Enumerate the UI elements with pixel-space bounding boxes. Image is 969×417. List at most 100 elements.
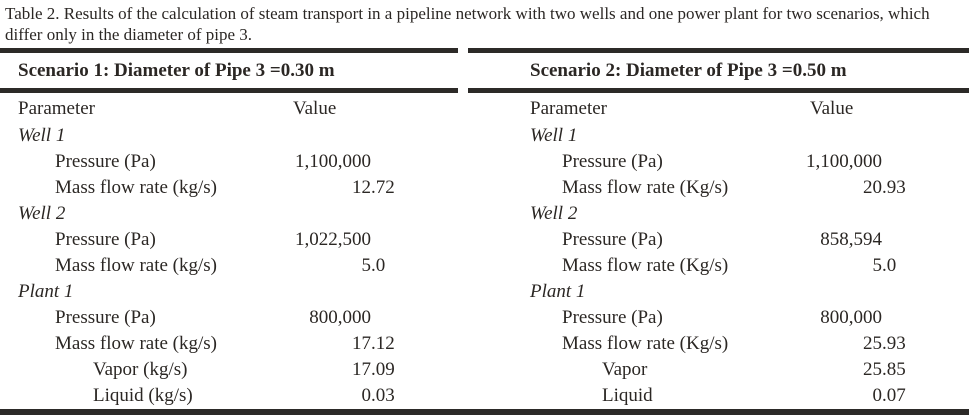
value-integer-part	[756, 123, 882, 149]
table-row: Pressure (Pa) 1,022,500	[0, 227, 458, 253]
value-integer-part: 25	[863, 333, 882, 354]
value-integer-part: 12	[352, 177, 371, 198]
parameter-label: Pressure (Pa)	[562, 307, 663, 328]
value-integer-part: 25	[863, 359, 882, 380]
table-row: Pressure (Pa) 1,100,000	[468, 149, 969, 175]
parameter-label: Liquid (kg/s)	[93, 385, 193, 406]
table-row: Vapor 25 .85	[468, 357, 969, 383]
table-row: Liquid 0 .07	[468, 383, 969, 409]
value-fraction-part	[371, 149, 395, 175]
table-row: Liquid (kg/s) 0 .03	[0, 383, 458, 409]
value-integer-part	[245, 123, 371, 149]
scenario1-column-header: Parameter Value	[0, 93, 458, 123]
value-fraction-part	[371, 279, 395, 305]
parameter-label: Well 1	[530, 125, 578, 146]
value-fraction-part: .0	[882, 255, 897, 276]
value-fraction-part: .09	[371, 359, 395, 380]
table-caption: Table 2. Results of the calculation of s…	[5, 4, 930, 44]
parameter-value: 800,000	[245, 305, 395, 331]
parameter-label: Mass flow rate (Kg/s)	[562, 177, 729, 198]
value-fraction-part	[371, 123, 395, 149]
parameter-value: 17 .12	[245, 331, 395, 357]
parameter-label: Plant 1	[18, 281, 74, 302]
parameter-label: Mass flow rate (kg/s)	[55, 333, 217, 354]
tables-row: Scenario 1: Diameter of Pipe 3 =0.30 m P…	[0, 48, 969, 409]
scenario2-column-header: Parameter Value	[468, 93, 969, 123]
parameter-label: Mass flow rate (Kg/s)	[562, 333, 729, 354]
bottom-rule	[0, 409, 969, 415]
value-integer-part	[756, 279, 882, 305]
value-integer-part: 1,100,000	[295, 151, 371, 172]
parameter-value: 0 .07	[756, 383, 906, 409]
scenario1-table: Scenario 1: Diameter of Pipe 3 =0.30 m P…	[0, 48, 458, 409]
table-row: Mass flow rate (Kg/s) 5 .0	[468, 253, 969, 279]
table-row: Well 2	[0, 201, 458, 227]
value-fraction-part: .93	[882, 333, 906, 354]
value-integer-part: 0	[872, 385, 883, 406]
table-row: Vapor (kg/s) 17 .09	[0, 357, 458, 383]
parameter-value: 1,022,500	[245, 227, 395, 253]
parameter-value	[756, 123, 906, 149]
table-row: Plant 1	[468, 279, 969, 305]
parameter-label: Pressure (Pa)	[562, 229, 663, 250]
value-fraction-part	[882, 149, 906, 175]
value-fraction-part: .12	[371, 333, 395, 354]
parameter-label: Liquid	[602, 385, 653, 406]
parameter-value: 1,100,000	[245, 149, 395, 175]
table-row: Mass flow rate (kg/s) 5 .0	[0, 253, 458, 279]
parameter-label: Vapor	[602, 359, 648, 380]
parameter-label: Pressure (Pa)	[562, 151, 663, 172]
parameter-value: 25 .93	[756, 331, 906, 357]
parameter-value	[756, 201, 906, 227]
table-row: Mass flow rate (kg/s) 12 .72	[0, 175, 458, 201]
scenario2-title: Scenario 2: Diameter of Pipe 3 =0.50 m	[530, 60, 847, 81]
scenario2-rows: Well 1 Pressure (Pa) 1,100,000 Mass flow…	[468, 123, 969, 409]
value-integer-part: 858,594	[820, 229, 882, 250]
table-row: Pressure (Pa) 858,594	[468, 227, 969, 253]
parameter-value: 5 .0	[756, 253, 906, 279]
parameter-label: Mass flow rate (Kg/s)	[562, 255, 729, 276]
parameter-label: Well 1	[18, 125, 66, 146]
value-fraction-part	[882, 279, 906, 305]
parameter-label: Well 2	[530, 203, 578, 224]
value-column-header: Value	[810, 98, 854, 119]
parameter-label: Well 2	[18, 203, 66, 224]
scenario1-title: Scenario 1: Diameter of Pipe 3 =0.30 m	[18, 60, 335, 81]
value-fraction-part: .0	[371, 255, 386, 276]
scenario1-rows: Well 1 Pressure (Pa) 1,100,000 Mass flow…	[0, 123, 458, 409]
value-integer-part: 1,022,500	[295, 229, 371, 250]
value-integer-part: 17	[352, 333, 371, 354]
parameter-value: 858,594	[756, 227, 906, 253]
value-fraction-part	[371, 201, 395, 227]
table-row: Pressure (Pa) 800,000	[468, 305, 969, 331]
table-row: Well 1	[468, 123, 969, 149]
value-integer-part	[245, 201, 371, 227]
parameter-value	[245, 279, 395, 305]
value-fraction-part: .93	[882, 177, 906, 198]
parameter-label: Mass flow rate (kg/s)	[55, 255, 217, 276]
table-row: Pressure (Pa) 1,100,000	[0, 149, 458, 175]
scenario2-header-rule	[468, 88, 969, 93]
parameter-value	[756, 279, 906, 305]
scenario1-header-rule	[0, 88, 458, 93]
parameter-label: Pressure (Pa)	[55, 307, 156, 328]
value-integer-part: 17	[352, 359, 371, 380]
value-fraction-part: .03	[371, 385, 395, 406]
value-fraction-part	[882, 305, 906, 331]
parameter-value: 5 .0	[245, 253, 395, 279]
parameter-column-header: Parameter	[530, 98, 608, 119]
scenario2-table: Scenario 2: Diameter of Pipe 3 =0.50 m P…	[468, 48, 969, 409]
value-integer-part: 20	[863, 177, 882, 198]
value-integer-part: 800,000	[309, 307, 371, 328]
value-fraction-part: .85	[882, 359, 906, 380]
value-integer-part: 0	[361, 385, 372, 406]
parameter-value: 17 .09	[245, 357, 395, 383]
parameter-value: 25 .85	[756, 357, 906, 383]
table-row: Pressure (Pa) 800,000	[0, 305, 458, 331]
value-fraction-part	[882, 201, 906, 227]
parameter-value: 20 .93	[756, 175, 906, 201]
value-integer-part	[245, 279, 371, 305]
table-row: Well 1	[0, 123, 458, 149]
value-integer-part	[756, 201, 882, 227]
